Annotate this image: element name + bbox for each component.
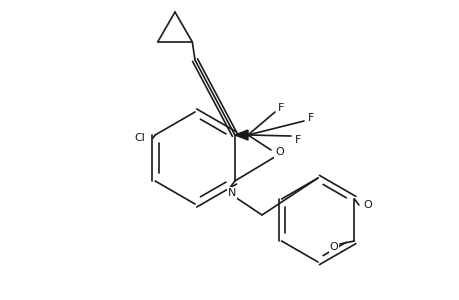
Text: Cl: Cl xyxy=(134,133,145,143)
Text: O: O xyxy=(274,147,283,157)
Text: F: F xyxy=(308,113,313,123)
Text: O: O xyxy=(362,200,371,210)
Text: F: F xyxy=(294,135,301,145)
Text: F: F xyxy=(277,103,284,113)
Polygon shape xyxy=(235,130,247,140)
Text: N: N xyxy=(227,188,235,198)
Text: O: O xyxy=(329,242,337,252)
